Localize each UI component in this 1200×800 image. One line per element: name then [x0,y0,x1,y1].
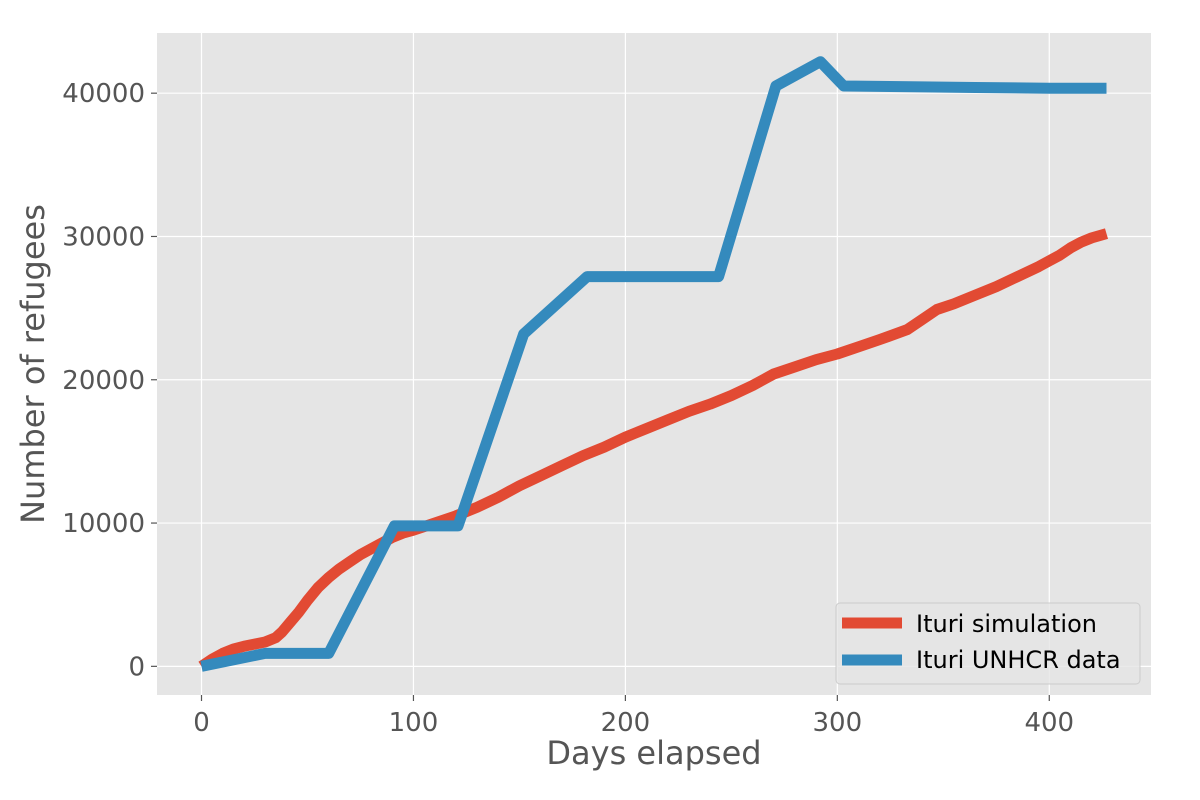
legend-box [835,602,1141,685]
legend: Ituri simulation Ituri UNHCR data [835,602,1141,685]
series-line-simulation [198,228,1109,671]
y-tick-label: 10000 [62,509,145,539]
x-tick-label: 200 [601,708,651,738]
x-axis-label: Days elapsed [546,734,761,772]
y-tick-label: 30000 [62,222,145,252]
series-line-unhcr [200,56,1107,672]
y-axis-label: Number of refugees [14,204,52,524]
y-tick-label: 20000 [62,366,145,396]
x-tick-label: 400 [1024,708,1074,738]
series-lines [198,56,1109,672]
y-axis-ticks: 0 10000 20000 30000 40000 [62,79,157,682]
x-axis-ticks: 0 100 200 300 400 [193,695,1074,738]
legend-label-unhcr: Ituri UNHCR data [916,646,1121,674]
x-tick-label: 100 [389,708,439,738]
grid-lines [157,33,1151,695]
x-tick-label: 0 [193,708,210,738]
y-tick-label: 0 [128,652,145,682]
y-tick-label: 40000 [62,79,145,109]
legend-label-simulation: Ituri simulation [916,610,1097,638]
x-tick-label: 300 [813,708,863,738]
